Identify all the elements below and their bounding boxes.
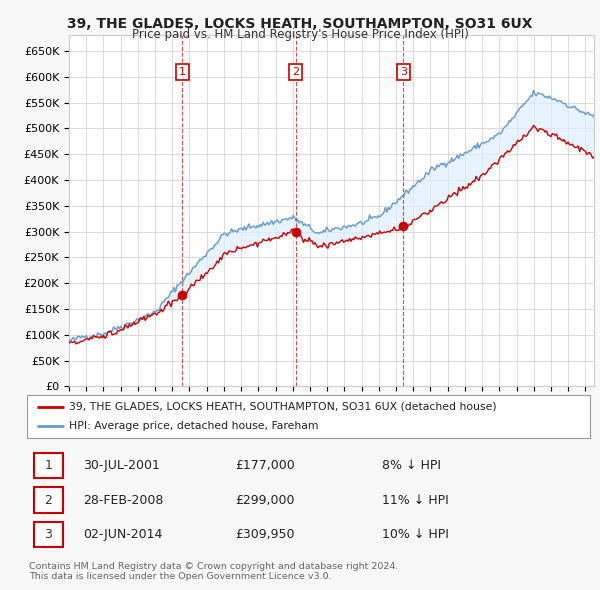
FancyBboxPatch shape xyxy=(34,487,63,513)
Text: 8% ↓ HPI: 8% ↓ HPI xyxy=(382,459,440,472)
Text: This data is licensed under the Open Government Licence v3.0.: This data is licensed under the Open Gov… xyxy=(29,572,331,581)
Text: HPI: Average price, detached house, Fareham: HPI: Average price, detached house, Fare… xyxy=(69,421,319,431)
FancyBboxPatch shape xyxy=(34,453,63,478)
Text: Contains HM Land Registry data © Crown copyright and database right 2024.: Contains HM Land Registry data © Crown c… xyxy=(29,562,398,571)
Text: £309,950: £309,950 xyxy=(235,528,295,541)
Text: 3: 3 xyxy=(44,528,52,541)
Text: £299,000: £299,000 xyxy=(235,493,295,507)
FancyBboxPatch shape xyxy=(34,522,63,547)
Text: 30-JUL-2001: 30-JUL-2001 xyxy=(83,459,160,472)
Text: 2: 2 xyxy=(292,67,299,77)
Text: 39, THE GLADES, LOCKS HEATH, SOUTHAMPTON, SO31 6UX (detached house): 39, THE GLADES, LOCKS HEATH, SOUTHAMPTON… xyxy=(69,402,497,412)
Text: 3: 3 xyxy=(400,67,407,77)
Text: 10% ↓ HPI: 10% ↓ HPI xyxy=(382,528,448,541)
Text: 2: 2 xyxy=(44,493,52,507)
Text: 11% ↓ HPI: 11% ↓ HPI xyxy=(382,493,448,507)
Text: Price paid vs. HM Land Registry's House Price Index (HPI): Price paid vs. HM Land Registry's House … xyxy=(131,28,469,41)
Text: 39, THE GLADES, LOCKS HEATH, SOUTHAMPTON, SO31 6UX: 39, THE GLADES, LOCKS HEATH, SOUTHAMPTON… xyxy=(67,17,533,31)
Text: £177,000: £177,000 xyxy=(235,459,295,472)
Text: 1: 1 xyxy=(44,459,52,472)
Text: 28-FEB-2008: 28-FEB-2008 xyxy=(83,493,164,507)
Text: 1: 1 xyxy=(179,67,186,77)
Text: 02-JUN-2014: 02-JUN-2014 xyxy=(83,528,163,541)
